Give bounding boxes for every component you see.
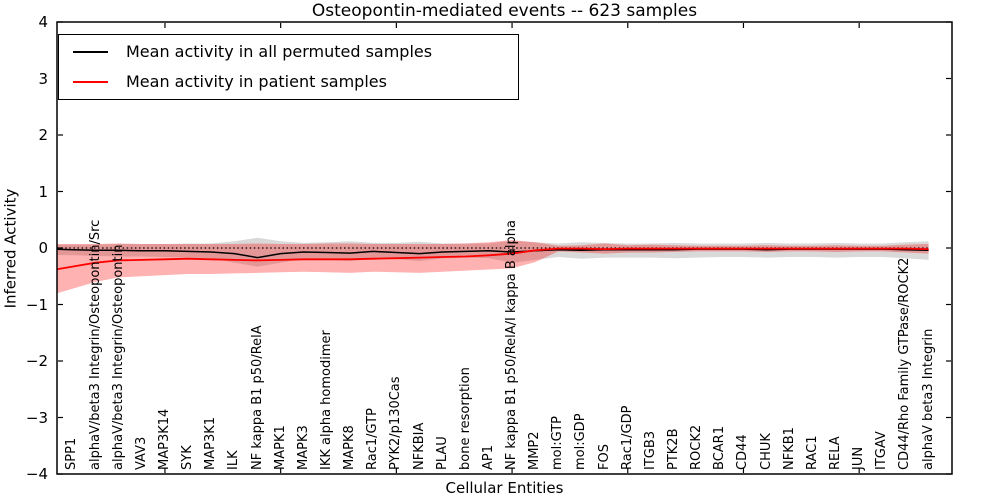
x-category-label: MAPK8 <box>342 425 358 470</box>
legend-label-permuted: Mean activity in all permuted samples <box>126 41 433 61</box>
x-category-label: BCAR1 <box>712 426 728 470</box>
x-category-label: NFKBIA <box>411 422 427 470</box>
x-category-label: SPP1 <box>64 437 80 470</box>
x-category-label: CD44/Rho Family GTPase/ROCK2 <box>897 257 913 470</box>
x-category-label: MAPK1 <box>272 425 288 470</box>
permuted-line-swatch-icon <box>73 50 108 53</box>
y-tick-label: 1 <box>38 182 48 201</box>
x-category-label: bone resorption <box>457 367 473 470</box>
x-category-label: AP1 <box>480 444 496 470</box>
y-tick-label: −4 <box>25 465 48 483</box>
y-tick-label: 2 <box>38 126 48 144</box>
x-category-label: MAP3K1 <box>203 416 219 470</box>
y-tick-label: −2 <box>25 352 48 370</box>
x-category-label: SYK <box>180 445 196 470</box>
x-category-label: Rac1/GDP <box>619 405 635 470</box>
axes-frame <box>56 21 953 475</box>
x-category-label: VAV3 <box>133 436 149 470</box>
patient-band <box>57 240 929 294</box>
y-tick-label: −3 <box>25 408 48 427</box>
y-tick-label: 4 <box>38 13 48 31</box>
y-tick-label: 3 <box>38 69 48 88</box>
patient-line-swatch-icon <box>73 81 108 84</box>
x-category-label: alphaV beta3 Integrin <box>920 328 936 470</box>
x-category-label: NFKB1 <box>781 427 797 470</box>
x-category-label: JUN <box>851 446 867 470</box>
x-category-label: ILK <box>226 450 242 470</box>
x-category-label: MAP3K14 <box>156 408 172 470</box>
x-category-label: CD44 <box>735 434 751 470</box>
legend-item-patient: Mean activity in patient samples <box>59 68 518 96</box>
x-category-label: MAPK3 <box>295 425 311 470</box>
x-category-label: MMP2 <box>527 431 543 470</box>
x-category-label: ITGB3 <box>642 430 658 470</box>
x-category-label: PLAU <box>434 436 450 470</box>
y-tick-label: 0 <box>38 239 48 257</box>
x-category-label: NF kappa B1 p50/RelA <box>249 325 265 470</box>
x-category-label: mol:GDP <box>573 413 589 470</box>
x-category-label: PTK2B <box>666 428 682 471</box>
x-category-label: PYK2/p130Cas <box>388 376 404 470</box>
x-category-label: RELA <box>828 436 844 470</box>
x-category-label: alphaV/beta3 Integrin/Osteopontin <box>110 244 126 470</box>
x-axis-label: Cellular Entities <box>445 479 564 497</box>
x-category-label: Rac1/GTP <box>365 408 381 470</box>
x-category-label: RAC1 <box>804 435 820 470</box>
x-category-label: CHUK <box>758 433 774 470</box>
x-category-label: alphaV/beta3 Integrin/Osteopontin/Src <box>87 219 103 470</box>
x-category-label: mol:GTP <box>550 416 566 470</box>
x-category-label: ROCK2 <box>689 424 705 470</box>
legend-label-patient: Mean activity in patient samples <box>126 72 387 92</box>
chart-title: Osteopontin-mediated events -- 623 sampl… <box>311 1 698 21</box>
legend: Mean activity in all permuted samples Me… <box>58 34 519 100</box>
x-category-label: ITGAV <box>874 431 890 470</box>
patient-mean-line <box>56 247 929 271</box>
x-category-label: NF kappa B1 p50/RelA/I kappa B alpha <box>504 220 520 470</box>
x-category-label: IKK alpha homodimer <box>318 330 334 470</box>
x-category-label: FOS <box>596 444 612 470</box>
y-tick-label: −1 <box>25 295 48 314</box>
legend-item-permuted: Mean activity in all permuted samples <box>59 38 518 66</box>
